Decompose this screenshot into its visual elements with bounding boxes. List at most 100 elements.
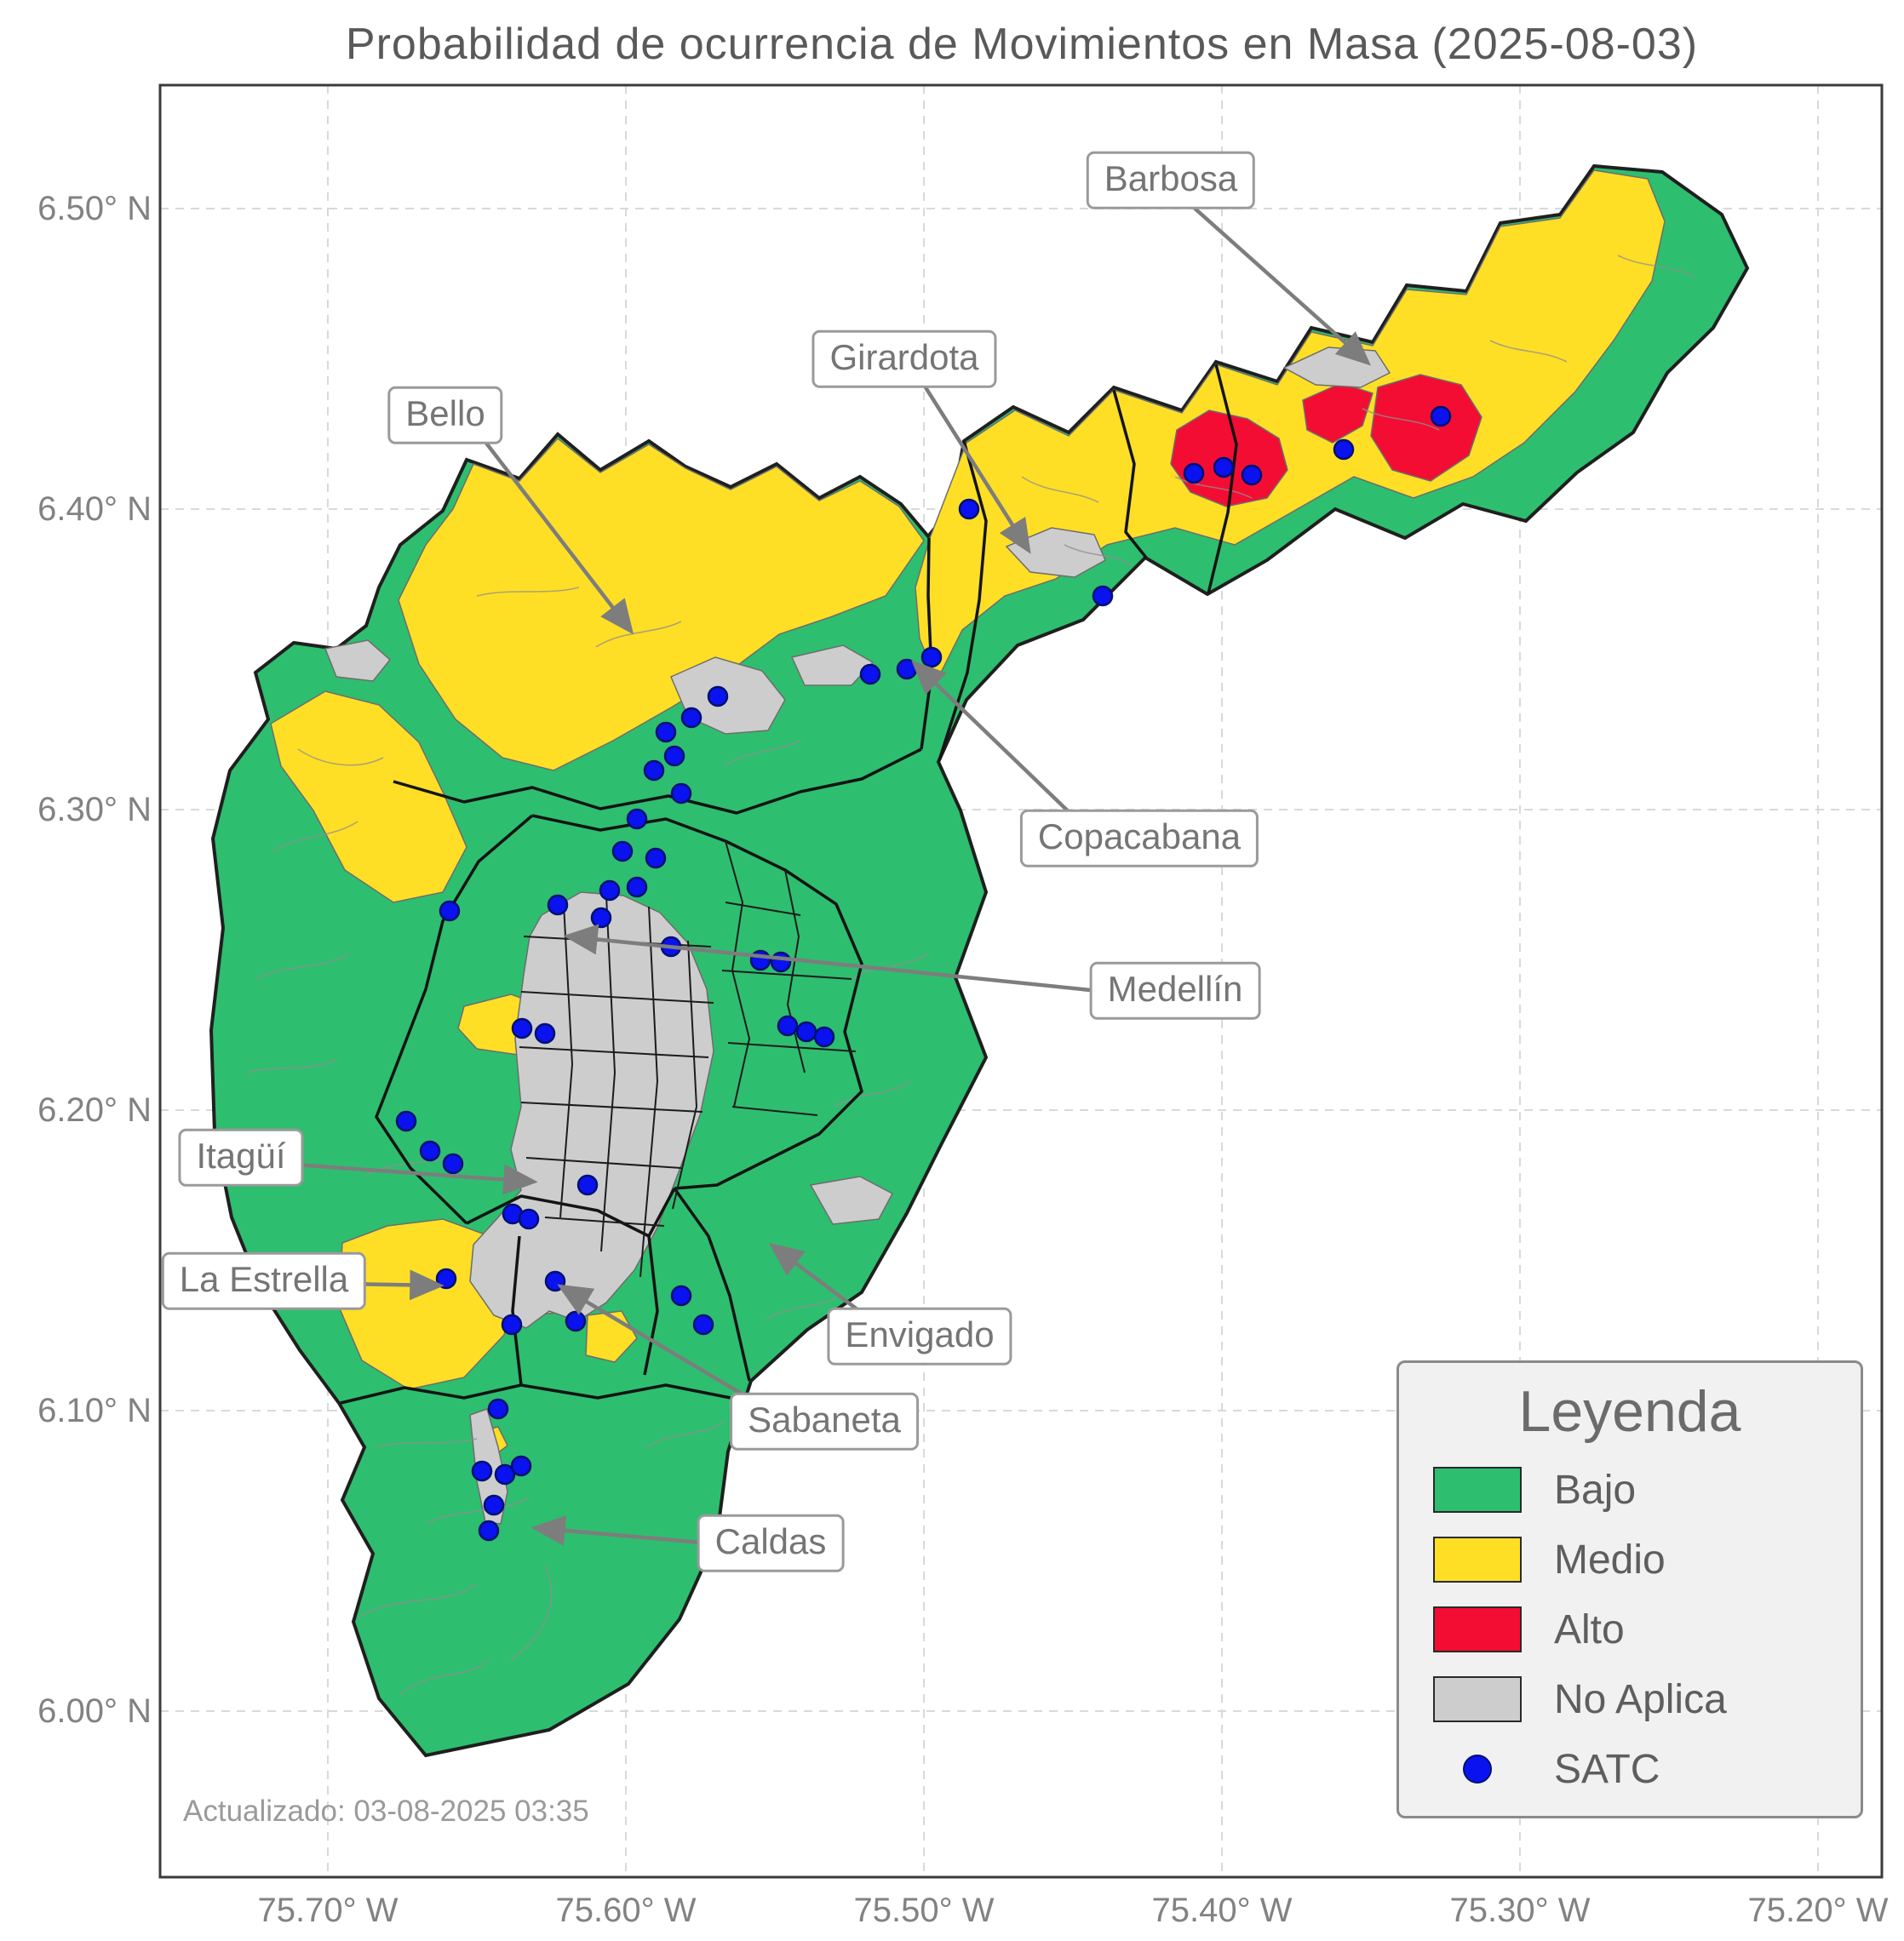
plot-border (158, 83, 1884, 1879)
satc-station-dot (435, 1268, 457, 1290)
callout-medellin: Medellín (1089, 961, 1261, 1021)
satc-station-dot (626, 876, 648, 898)
arrow-medellin (563, 924, 1099, 993)
satc-station-dot (692, 1314, 714, 1336)
satc-station-dot (813, 1026, 835, 1048)
satc-station-dot (439, 900, 461, 922)
satc-station-dot (547, 894, 569, 916)
satc-station-dot (494, 1463, 516, 1486)
satc-station-dot (795, 1021, 817, 1043)
satc-station-dot (1183, 462, 1205, 484)
callout-itagui: Itagüí (178, 1128, 304, 1188)
arrow-copacabana (911, 660, 1081, 824)
legend-swatch-no-aplica (1433, 1676, 1522, 1722)
satc-station-dot (1333, 438, 1355, 461)
arrow-girardota (922, 383, 1031, 554)
lat-tick: 6.10° N (37, 1392, 152, 1429)
satc-station-dot (670, 1285, 692, 1307)
callout-barbosa: Barbosa (1086, 151, 1256, 210)
satc-station-dot (565, 1310, 587, 1332)
legend-swatch-alto (1433, 1606, 1522, 1652)
lat-tick: 6.50° N (37, 190, 152, 227)
legend-item-medio: Medio (1433, 1535, 1838, 1584)
satc-station-dot (680, 707, 703, 729)
satc-station-dot (611, 840, 634, 862)
satc-station-dot (655, 721, 677, 743)
callout-sabaneta: Sabaneta (730, 1392, 919, 1451)
satc-station-dot (518, 1208, 540, 1230)
legend-label-bajo: Bajo (1554, 1467, 1637, 1513)
satc-stations-layer (395, 405, 1452, 1542)
callout-envigado: Envigado (827, 1307, 1012, 1366)
regions-medium-probability (270, 169, 1666, 1459)
satc-station-dot (645, 847, 667, 869)
lat-tick: 6.20° N (37, 1091, 152, 1129)
legend-item-satc: SATC (1433, 1744, 1838, 1794)
satc-station-dot (599, 879, 621, 902)
lat-tick: 6.30° N (37, 791, 152, 828)
satc-station-dot (395, 1110, 417, 1132)
legend-item-bajo: Bajo (1433, 1465, 1838, 1514)
satc-station-dot (770, 951, 792, 973)
legend-label-no-aplica: No Aplica (1554, 1676, 1727, 1722)
legend-label-alto: Alto (1554, 1606, 1625, 1652)
callout-girardota: Girardota (811, 329, 997, 389)
satc-station-dot (707, 685, 729, 707)
satc-station-dot (777, 1015, 799, 1037)
satc-station-dot (1213, 456, 1235, 478)
callout-caldas: Caldas (697, 1514, 845, 1573)
legend-swatch-bajo (1433, 1467, 1522, 1513)
lon-tick: 75.60° W (555, 1892, 697, 1929)
legend-item-alto: Alto (1433, 1605, 1838, 1654)
satc-station-dot (859, 663, 881, 685)
satc-station-dot (419, 1140, 441, 1162)
satc-station-dot (576, 1174, 599, 1196)
legend-title: Leyenda (1518, 1379, 1741, 1444)
satc-station-dot (501, 1314, 523, 1336)
satc-station-dot (1241, 464, 1263, 486)
callout-arrows (295, 204, 1372, 1546)
arrow-barbosa (1190, 204, 1372, 366)
lon-tick: 75.70° W (257, 1892, 399, 1929)
callout-copacabana: Copacabana (1019, 809, 1259, 868)
callout-la-estrella: La Estrella (161, 1251, 367, 1311)
arrow-bello (480, 436, 634, 635)
lat-tick: 6.00° N (37, 1692, 152, 1730)
arrow-caldas (530, 1515, 713, 1546)
arrow-itagui (295, 1162, 538, 1195)
satc-station-dot (643, 759, 665, 782)
lon-tick: 75.40° W (1151, 1892, 1293, 1929)
satc-station-dot (442, 1153, 464, 1175)
satc-station-dot (534, 1022, 556, 1045)
satc-station-dot (626, 808, 648, 830)
legend-label-medio: Medio (1554, 1537, 1666, 1583)
satc-station-dot (487, 1398, 509, 1420)
satc-station-dot (590, 907, 612, 929)
satc-station-dot (1092, 585, 1114, 607)
callout-bello: Bello (387, 386, 503, 445)
arrow-envigado (768, 1242, 870, 1320)
lon-tick: 75.20° W (1747, 1892, 1889, 1929)
legend: Leyenda Bajo Medio Alto No Aplica SATC (1396, 1360, 1863, 1818)
legend-swatch-medio (1433, 1537, 1522, 1583)
lon-tick: 75.50° W (853, 1892, 995, 1929)
satc-station-dot (471, 1460, 493, 1482)
satc-station-dot (896, 658, 918, 680)
satc-station-dot (920, 646, 943, 668)
satc-station-dot (670, 782, 692, 804)
satc-station-dot (958, 498, 980, 520)
municipal-borders (340, 364, 1238, 1405)
satc-station-dot (483, 1494, 505, 1516)
lon-tick: 75.30° W (1449, 1892, 1591, 1929)
legend-item-no-aplica: No Aplica (1433, 1675, 1838, 1724)
satc-station-dot (1430, 405, 1452, 427)
legend-satc-dot-icon (1463, 1755, 1492, 1784)
lat-tick: 6.40° N (37, 490, 152, 528)
legend-label-satc: SATC (1554, 1746, 1660, 1792)
updated-timestamp: Actualizado: 03-08-2025 03:35 (183, 1795, 589, 1828)
satc-station-dot (478, 1520, 500, 1542)
satc-station-dot (663, 745, 685, 767)
satc-station-dot (511, 1017, 533, 1039)
arrow-sabaneta (557, 1284, 765, 1408)
